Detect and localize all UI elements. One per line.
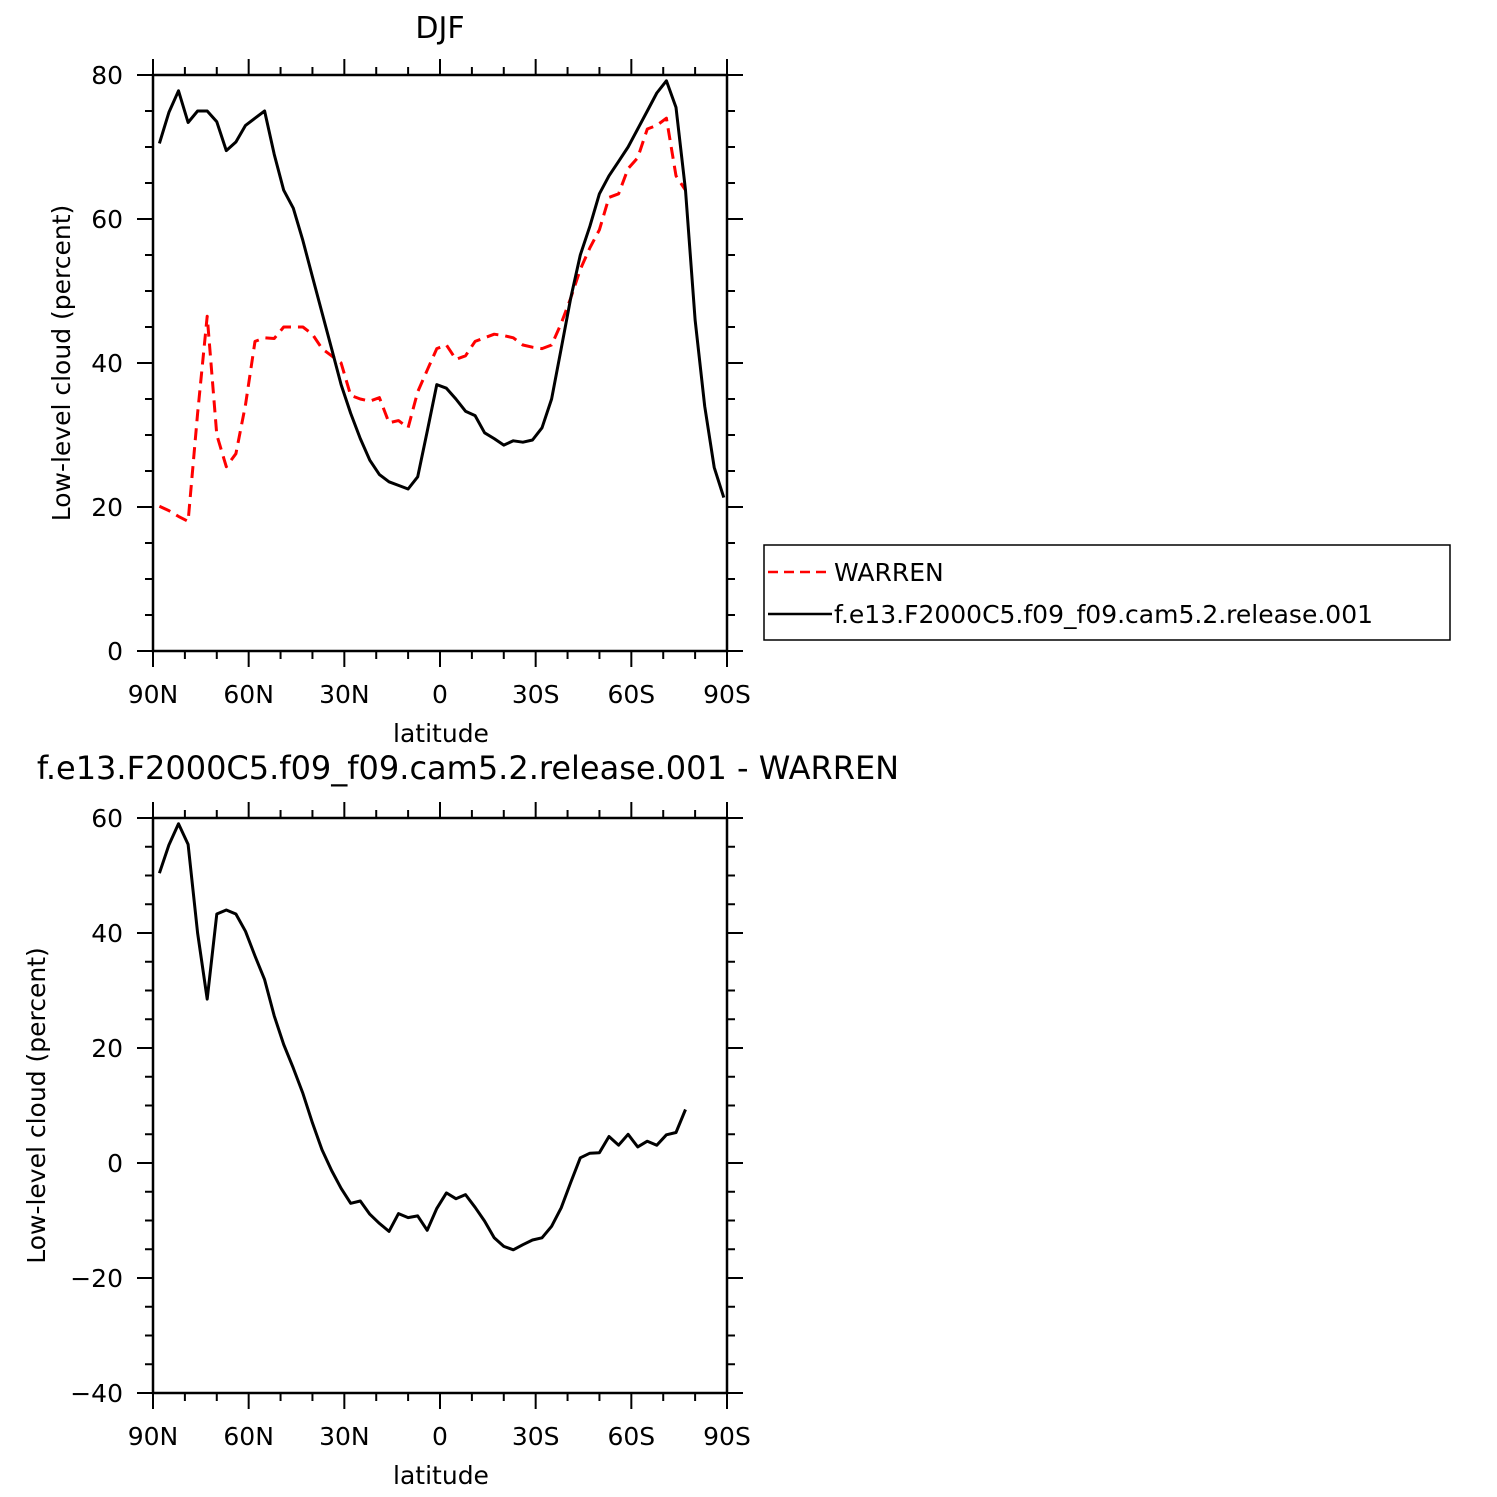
x-tick-label: 30S: [512, 1422, 560, 1451]
x-axis-label: latitude: [393, 719, 489, 748]
djf-panel: 0 20 40 60 80 90N 60N 30N 0 30S 60S 90S latitude Low-…: [47, 11, 751, 748]
x-tick-label: 30N: [319, 1422, 370, 1451]
x-axis-label: latitude: [393, 1461, 489, 1490]
y-tick-label: 80: [91, 61, 123, 90]
plot-frame: [151, 816, 729, 1395]
y-axis-label: Low-level cloud (percent): [22, 947, 51, 1264]
x-tick-label: 90N: [128, 680, 179, 709]
series-line-1: [157, 79, 726, 499]
legend: WARREN f.e13.F2000C5.f09_f09.cam5.2.rele…: [763, 544, 1451, 641]
y-tick-label: 40: [91, 919, 123, 948]
y-tick-label: 0: [107, 1149, 123, 1178]
x-tick-label: 90N: [128, 1422, 179, 1451]
x-tick-label: 60S: [607, 1422, 655, 1451]
y-tick-label: −40: [70, 1379, 123, 1408]
x-tick-label: 30N: [319, 680, 370, 709]
y-tick-label: 60: [91, 205, 123, 234]
plot-frame: [151, 73, 729, 653]
legend-label-warren: WARREN: [834, 558, 944, 587]
x-tick-label: 60S: [607, 680, 655, 709]
y-tick-label: 20: [91, 1034, 123, 1063]
difference-panel: −40 −20 0 20 40 60 90N 60N 30N 0 30S 60S 90S latitude…: [22, 749, 899, 1490]
chart-title: DJF: [415, 11, 464, 46]
series-line-0: [158, 116, 687, 523]
x-tick-label: 60N: [223, 680, 274, 709]
y-tick-label: −20: [70, 1264, 123, 1293]
x-tick-label: 30S: [512, 680, 560, 709]
legend-box: [763, 544, 1451, 641]
y-tick-label: 60: [91, 804, 123, 833]
x-tick-label: 90S: [703, 1422, 751, 1451]
x-tick-label: 90S: [703, 680, 751, 709]
y-tick-label: 40: [91, 349, 123, 378]
x-tick-label: 60N: [223, 1422, 274, 1451]
y-tick-label: 20: [91, 493, 123, 522]
y-axis-label: Low-level cloud (percent): [47, 205, 76, 522]
x-tick-label: 0: [432, 680, 448, 709]
legend-label-model: f.e13.F2000C5.f09_f09.cam5.2.release.001: [834, 600, 1373, 629]
series-line-0: [157, 822, 687, 1252]
x-tick-label: 0: [432, 1422, 448, 1451]
chart-title: f.e13.F2000C5.f09_f09.cam5.2.release.001…: [37, 749, 899, 787]
y-tick-label: 0: [107, 637, 123, 666]
